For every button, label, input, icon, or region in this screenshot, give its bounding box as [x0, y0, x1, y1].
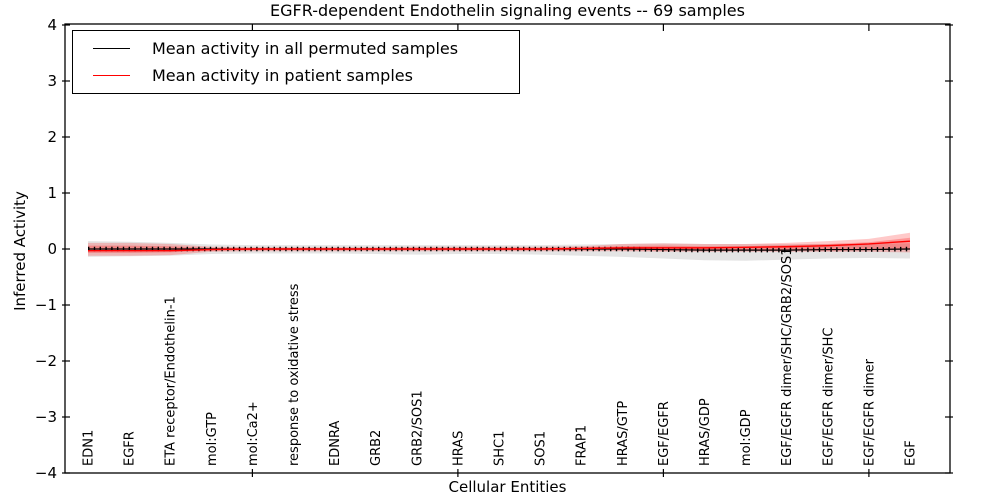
- x-axis-label: Cellular Entities: [448, 478, 567, 496]
- x-category-label: SHC1: [493, 431, 508, 466]
- x-category-label: HRAS: [451, 431, 466, 466]
- x-category-label: mol:GTP: [205, 412, 220, 466]
- x-category-label: HRAS/GDP: [698, 398, 713, 466]
- y-tick-label: −3: [35, 408, 57, 426]
- x-category-label: GRB2/SOS1: [410, 390, 425, 466]
- x-category-label: SOS1: [534, 431, 549, 466]
- x-category-label: response to oxidative stress: [287, 283, 302, 466]
- x-category-label: EGF: [904, 440, 919, 466]
- y-tick-label: 3: [47, 72, 57, 90]
- x-category-label: mol:Ca2+: [246, 401, 261, 466]
- x-category-label: EGF/EGFR: [657, 401, 672, 466]
- x-category-label: mol:GDP: [739, 409, 754, 466]
- legend-line-black: [93, 48, 130, 49]
- series-line-patient: [88, 240, 911, 252]
- y-tick-label: −1: [35, 296, 57, 314]
- legend-entry-permuted: Mean activity in all permuted samples: [73, 36, 519, 62]
- x-category-label: EDNRA: [328, 421, 343, 466]
- y-axis-label: Inferred Activity: [11, 191, 29, 311]
- chart-title: EGFR-dependent Endothelin signaling even…: [270, 1, 745, 20]
- y-tick-label: 0: [47, 240, 57, 258]
- legend-line-red: [93, 75, 130, 76]
- legend-label-patient: Mean activity in patient samples: [152, 66, 413, 85]
- x-category-label: EGF/EGFR dimer/SHC/GRB2/SOS1: [780, 248, 795, 467]
- y-tick-label: −4: [35, 464, 57, 482]
- legend-label-permuted: Mean activity in all permuted samples: [152, 39, 459, 58]
- legend-entry-patient: Mean activity in patient samples: [73, 63, 519, 89]
- y-tick-label: 2: [47, 128, 57, 146]
- y-tick-label: −2: [35, 352, 57, 370]
- x-category-label: GRB2: [369, 430, 384, 466]
- x-category-label: EDN1: [82, 430, 97, 466]
- x-category-label: FRAP1: [575, 425, 590, 466]
- x-category-label: ETA receptor/Endothelin-1: [164, 296, 179, 466]
- x-category-label: HRAS/GTP: [616, 401, 631, 466]
- series-markers-permuted: [88, 246, 911, 253]
- band-permuted-range: [88, 241, 910, 261]
- y-tick-label: 1: [47, 184, 57, 202]
- x-category-label: EGFR: [123, 431, 138, 466]
- y-tick-label: 4: [47, 16, 57, 34]
- x-category-label: EGF/EGFR dimer/SHC: [821, 328, 836, 466]
- x-category-label: EGF/EGFR dimer: [862, 358, 877, 466]
- legend-box: Mean activity in all permuted samples Me…: [72, 30, 520, 94]
